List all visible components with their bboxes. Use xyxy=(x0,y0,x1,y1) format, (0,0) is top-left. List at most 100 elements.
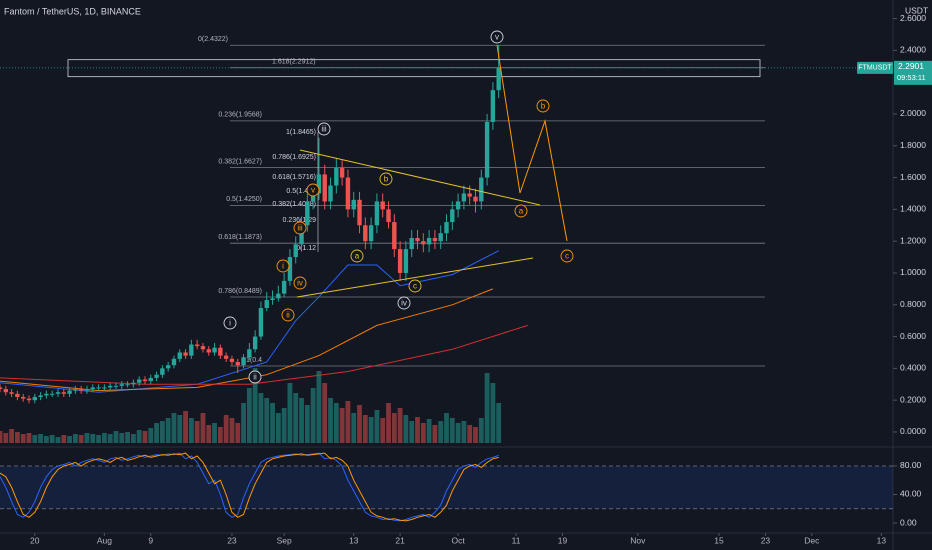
volume-bar xyxy=(43,436,49,443)
volume-bar xyxy=(258,393,264,443)
volume-bar xyxy=(183,411,188,443)
volume-bar xyxy=(241,403,246,443)
wave-label: c xyxy=(565,252,569,261)
candle-body xyxy=(264,299,269,308)
volume-bar xyxy=(119,433,125,443)
volume-bar xyxy=(328,398,333,443)
candle-body xyxy=(131,382,136,385)
candle-body xyxy=(322,174,327,202)
y-tick-label: 0.2000 xyxy=(900,394,926,404)
candle-body xyxy=(444,222,449,234)
x-tick-label: Sep xyxy=(277,535,292,545)
wave-circle xyxy=(293,221,307,235)
candle-body xyxy=(96,387,101,389)
volume-bar xyxy=(20,434,26,443)
candle-body xyxy=(67,390,72,394)
y-tick-label: 1.6000 xyxy=(900,172,926,182)
stoch-line xyxy=(0,452,499,522)
volume-bar xyxy=(206,425,212,443)
volume-bar xyxy=(490,383,496,443)
chart-title: Fantom / TetherUS, 1D, BINANCE xyxy=(4,6,141,16)
candle-body xyxy=(415,237,420,242)
volume-bar xyxy=(61,435,67,443)
volume-bar xyxy=(159,421,165,443)
volume-bar xyxy=(420,423,426,443)
candle-body xyxy=(479,177,484,202)
volume-bar xyxy=(391,413,397,443)
stoch-band xyxy=(0,465,893,509)
candle-body xyxy=(461,193,467,202)
volume-bar xyxy=(484,373,490,443)
candle-body xyxy=(119,384,124,386)
volume-bar xyxy=(200,413,206,443)
volume-bar xyxy=(188,418,194,443)
candle-body xyxy=(3,389,8,393)
volume-bar xyxy=(467,425,473,443)
candle-body xyxy=(316,174,322,194)
candle-body xyxy=(165,365,171,369)
x-tick-label: Nov xyxy=(630,535,646,545)
volume-bar xyxy=(26,433,32,443)
candle-body xyxy=(223,355,229,359)
fib-note: 1(1.8465) xyxy=(286,129,316,136)
volume-bar xyxy=(432,425,438,443)
candle-body xyxy=(160,368,165,375)
volume-bar xyxy=(84,433,90,443)
wave-circle xyxy=(350,249,364,263)
wave-circle xyxy=(536,99,550,113)
fib-label: 0.5(1.4250) xyxy=(226,196,262,203)
volume-bar xyxy=(293,393,299,443)
volume-bar xyxy=(322,383,328,443)
candle-body xyxy=(287,257,293,281)
fib-label: 1.618(2.2912) xyxy=(272,59,316,66)
fib-note: 0(1.12 xyxy=(296,245,316,252)
wave-label: i xyxy=(282,262,284,271)
y-tick-label: 0.0000 xyxy=(900,426,926,436)
axes: 0.0000 0.2000 0.4000 0.6000 0.8000 1.0000 1.20… xyxy=(30,13,932,545)
volume-bar xyxy=(403,415,409,443)
candle-body xyxy=(136,379,142,383)
fib-label: 0.382(1.6627) xyxy=(218,158,262,165)
volume-bar xyxy=(136,430,142,443)
wave-circle xyxy=(293,276,307,290)
candle-body xyxy=(154,374,159,378)
candle-body xyxy=(171,358,177,366)
volume-bar xyxy=(287,383,293,443)
wave-label: c xyxy=(413,282,417,291)
candle-body xyxy=(38,395,43,397)
volume-bar xyxy=(177,415,183,443)
volume-bar xyxy=(339,408,345,443)
wave-label: ii xyxy=(253,373,257,382)
volume-bar xyxy=(310,388,316,443)
y-tick-label: 0.4000 xyxy=(900,363,926,373)
volume-bar xyxy=(49,435,55,443)
y-tick-label: 2.0000 xyxy=(900,108,926,118)
volume-bar xyxy=(235,423,241,443)
candle-body xyxy=(107,385,113,388)
fib-note: 0.236(1.29 xyxy=(283,217,317,224)
volume-bar xyxy=(252,368,258,443)
wave-circle xyxy=(306,183,320,197)
volume-bar xyxy=(496,403,502,443)
volume-bar xyxy=(38,434,43,443)
y-tick-label: 2.4000 xyxy=(900,45,926,55)
candle-body xyxy=(177,352,182,359)
candle-body xyxy=(409,237,414,250)
volume-bar xyxy=(9,429,14,443)
candle-body xyxy=(421,241,426,245)
fib-label: 0(2.4322) xyxy=(198,36,228,43)
candle-body xyxy=(189,344,194,356)
candle-body xyxy=(281,280,287,294)
candle-body xyxy=(473,196,478,202)
x-tick-label: 9 xyxy=(148,535,153,545)
x-tick-label: 19 xyxy=(558,535,568,545)
volume-bar xyxy=(449,418,455,443)
volume-bar xyxy=(194,421,200,443)
wave-circle xyxy=(317,122,331,136)
x-tick-label: Oct xyxy=(451,535,465,545)
x-tick-label: 23 xyxy=(227,535,237,545)
volume-bar xyxy=(270,403,275,443)
candle-body xyxy=(125,384,130,386)
candle-body xyxy=(345,177,351,210)
fib-note: 0.786(1.6925) xyxy=(272,154,316,161)
